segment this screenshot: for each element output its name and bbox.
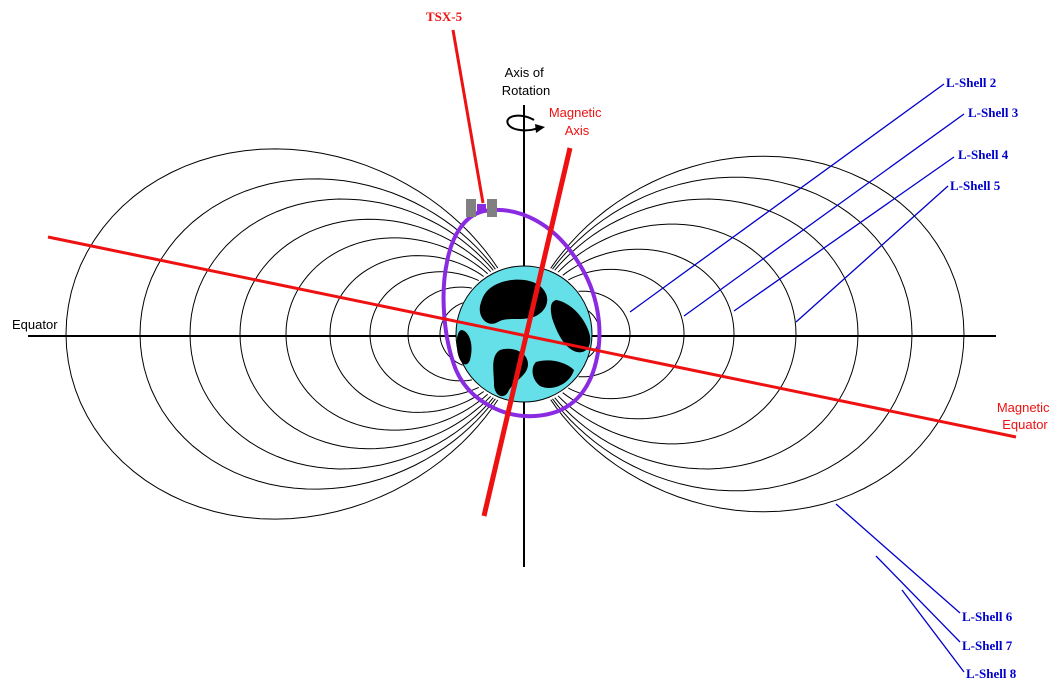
field-lines (65, 148, 965, 520)
field-line-right-5 (557, 223, 797, 445)
lshell-leader-lines (629, 83, 965, 673)
continent-west (456, 330, 472, 365)
field-line-right-2 (578, 290, 631, 378)
continent-southeast (532, 360, 574, 389)
satellite-icon (466, 199, 497, 217)
field-line-right-7 (552, 176, 913, 492)
field-line-left-4 (329, 255, 484, 413)
magnetic-axis-label-line1: Magnetic (549, 105, 602, 120)
field-line-right-4 (562, 248, 735, 420)
lshell-label-7: L-Shell 7 (962, 638, 1013, 653)
lshell-label-5: L-Shell 5 (950, 178, 1001, 193)
field-line-right-8 (550, 155, 965, 513)
leader-line-lshell-8 (901, 589, 965, 673)
magnetic-axis-label-line2: Axis (565, 123, 590, 138)
field-line-left-2 (407, 286, 472, 382)
lshell-label-2: L-Shell 2 (946, 75, 996, 90)
equator-label: Equator (12, 317, 58, 332)
leader-line-lshell-2 (629, 83, 945, 313)
magnetic-equator-line (47, 235, 1017, 439)
rotation-arrow-icon (506, 114, 545, 133)
satellite-label: TSX-5 (426, 9, 463, 24)
lshell-label-8: L-Shell 8 (966, 666, 1017, 681)
satellite-orbit (441, 208, 602, 419)
leader-line-lshell-6 (835, 503, 961, 614)
magnetic-axis-label: Magnetic Axis (549, 105, 605, 138)
satellite-pointer-line (451, 29, 485, 204)
lshell-label-6: L-Shell 6 (962, 609, 1013, 624)
continent-east (550, 300, 591, 353)
field-line-left-5 (285, 237, 489, 431)
rotation-axis-label-line1: Axis of (505, 65, 544, 80)
field-line-left-6 (239, 218, 492, 450)
rotation-axis-label-line2: Rotation (502, 83, 550, 98)
leader-line-lshell-3 (683, 113, 965, 317)
magnetic-axis-line (481, 147, 573, 517)
field-line-left-7 (189, 198, 494, 470)
magnetic-equator-label-line2: Equator (1002, 417, 1048, 432)
lshell-labels: L-Shell 2 L-Shell 3 L-Shell 4 L-Shell 5 … (946, 75, 1019, 681)
lshell-label-4: L-Shell 4 (958, 147, 1009, 162)
leader-line-lshell-4 (733, 156, 955, 312)
field-line-left-9 (65, 148, 499, 520)
field-line-left-8 (139, 178, 496, 490)
magnetic-equator-label: Magnetic Equator (997, 400, 1053, 432)
field-line-right-6 (554, 198, 859, 470)
leader-line-lshell-7 (875, 555, 961, 643)
magnetic-equator-label-line1: Magnetic (997, 400, 1050, 415)
field-line-right-3 (568, 268, 685, 400)
field-line-left-3 (369, 271, 480, 397)
leader-line-lshell-5 (795, 185, 949, 323)
lshell-label-3: L-Shell 3 (968, 105, 1019, 120)
rotation-axis-label: Axis of Rotation (502, 65, 550, 98)
